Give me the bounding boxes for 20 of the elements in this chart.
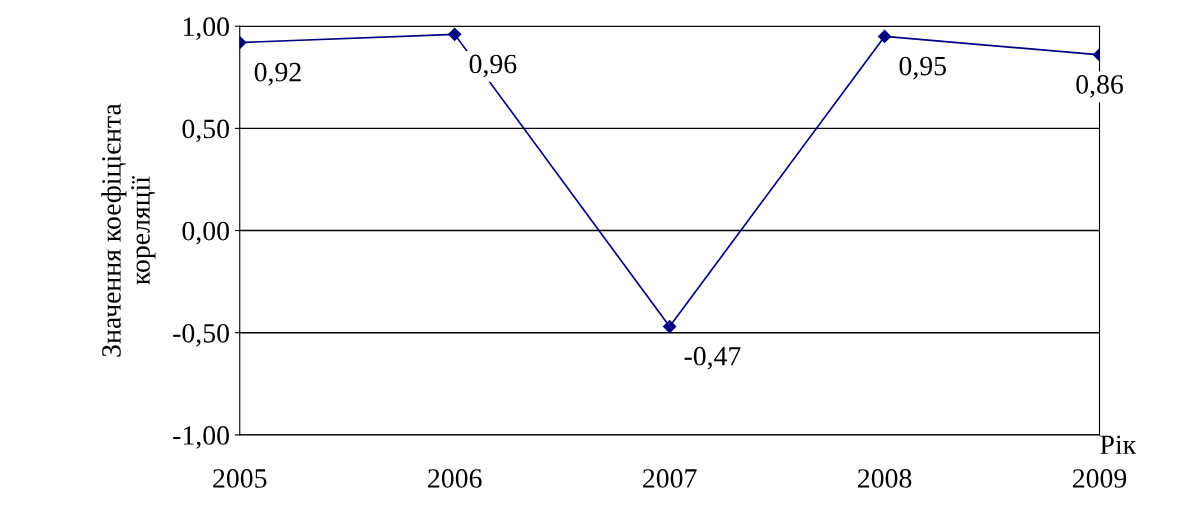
y-tick-label: 0,00 bbox=[182, 221, 229, 245]
y-tick-label: 1,00 bbox=[183, 17, 229, 41]
y-tick-label: -1,00 bbox=[173, 426, 229, 449]
data-label: 0,86 bbox=[1076, 75, 1123, 98]
data-label: 0,92 bbox=[254, 62, 301, 86]
y-tick-label: 0,50 bbox=[182, 119, 229, 143]
x-tick-label: 2007 bbox=[643, 469, 697, 488]
x-tick-label: 2005 bbox=[213, 469, 267, 488]
point bbox=[877, 29, 892, 44]
data-label: 0,95 bbox=[899, 56, 946, 80]
x-axis-title: Рік bbox=[1100, 435, 1137, 454]
y-axis-title: Значення коефіцієнта кореляції bbox=[101, 103, 156, 357]
y-tick-label: -0,50 bbox=[173, 323, 229, 347]
data-label: 0,96 bbox=[469, 54, 517, 78]
point bbox=[448, 27, 462, 41]
x-tick-label: 2008 bbox=[858, 469, 912, 488]
x-tick-label: 2006 bbox=[428, 469, 482, 488]
data-label: -0,47 bbox=[684, 346, 741, 370]
x-tick-label: 2009 bbox=[1072, 469, 1127, 488]
point bbox=[663, 320, 677, 334]
